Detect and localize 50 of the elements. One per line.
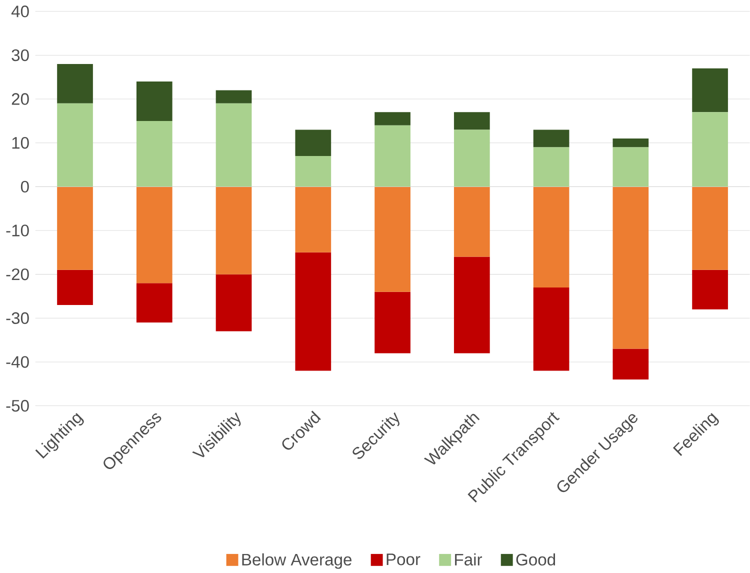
legend-label: Below Average (242, 553, 352, 569)
bar (295, 156, 332, 187)
bar (612, 186, 649, 349)
bar (295, 186, 332, 252)
y-tick-label: -10 (6, 224, 29, 236)
bar (295, 252, 332, 371)
bar (57, 103, 93, 187)
bar (612, 138, 649, 148)
bar (57, 270, 93, 305)
bar (136, 81, 172, 121)
y-tick-label: 20 (12, 93, 29, 105)
bar (692, 112, 728, 187)
bar (454, 186, 490, 257)
bar (216, 274, 252, 332)
bar (374, 112, 410, 126)
y-tick-label: 0 (20, 180, 29, 192)
y-tick-label: -20 (6, 268, 29, 280)
bar (57, 64, 93, 104)
y-tick-label: -40 (6, 356, 29, 368)
bar (612, 147, 649, 187)
bar (533, 130, 570, 148)
y-tick-label: 30 (12, 49, 29, 62)
bar (374, 292, 410, 354)
bar (454, 130, 490, 187)
bar (454, 256, 490, 354)
bar (533, 186, 570, 288)
bar (692, 186, 728, 270)
bar (136, 120, 172, 187)
legend-label: Poor (386, 554, 420, 566)
bar (374, 125, 410, 187)
y-tick-label: -30 (6, 312, 29, 324)
legend-label: Good (516, 553, 556, 566)
bar (533, 147, 570, 187)
bar (57, 186, 93, 270)
bar (454, 112, 490, 130)
legend-label: Fair (455, 553, 482, 566)
bar (136, 186, 172, 284)
y-tick-label: 10 (12, 136, 29, 149)
bar (374, 186, 410, 292)
bar (533, 287, 570, 371)
bar (612, 348, 649, 380)
bar (692, 68, 728, 112)
y-tick-label: 40 (11, 5, 29, 18)
bar (295, 130, 332, 156)
bar (216, 90, 252, 104)
y-tick-label: -50 (6, 400, 29, 412)
bar (692, 270, 728, 310)
bar (216, 103, 252, 187)
bar (136, 283, 172, 322)
bar (216, 186, 252, 274)
